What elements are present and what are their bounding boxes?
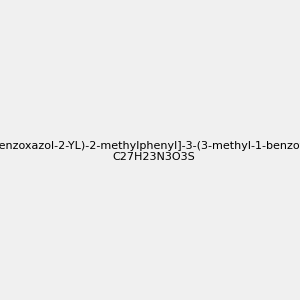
Text: 1-[5-(5,7-Dimethyl-1,3-benzoxazol-2-YL)-2-methylphenyl]-3-(3-methyl-1-benzofuran: 1-[5-(5,7-Dimethyl-1,3-benzoxazol-2-YL)-… <box>0 141 300 162</box>
